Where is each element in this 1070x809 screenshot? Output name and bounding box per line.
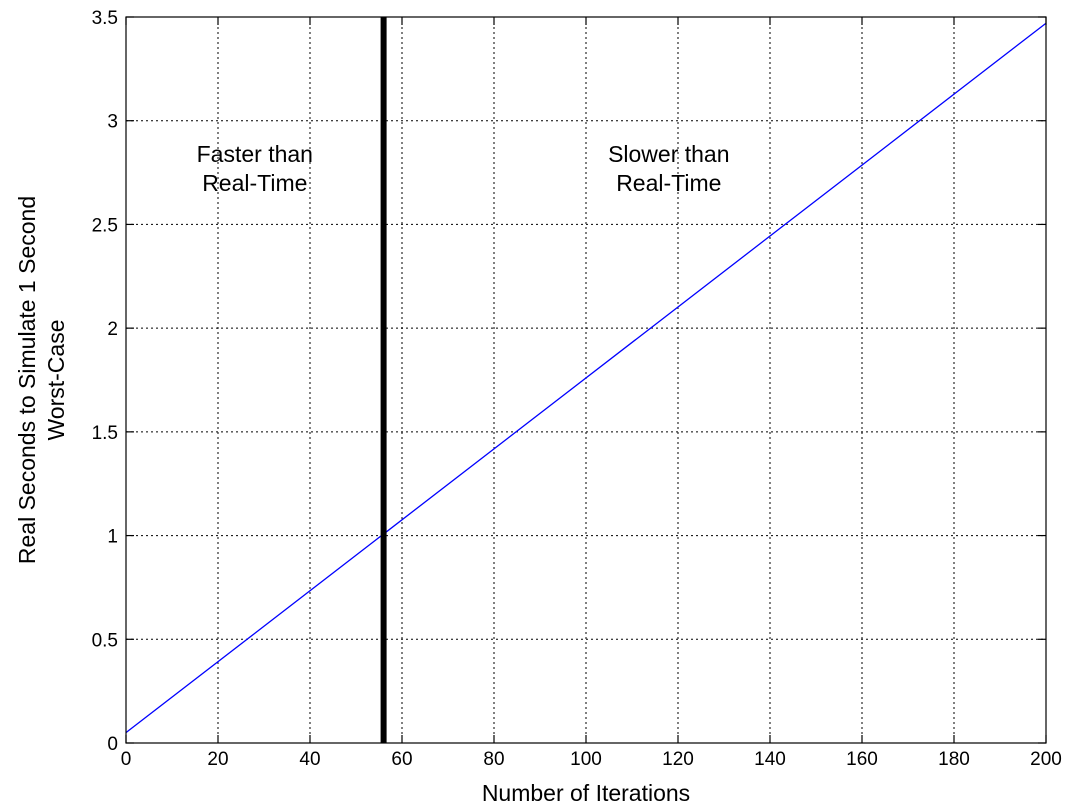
- annotation-text: Real-Time: [616, 170, 721, 196]
- x-tick-label: 160: [846, 749, 878, 770]
- y-tick-label: 3: [107, 112, 118, 133]
- x-tick-label: 140: [754, 749, 786, 770]
- y-tick-label: 1.5: [92, 423, 118, 444]
- x-tick-label: 120: [662, 749, 694, 770]
- series-line: [125, 22, 1047, 734]
- annotation-text: Faster than: [197, 141, 313, 167]
- x-tick-label: 80: [483, 749, 504, 770]
- x-tick-label: 180: [938, 749, 970, 770]
- plot-frame: [125, 16, 1047, 744]
- x-tick-label: 20: [207, 749, 228, 770]
- y-tick-label: 3.5: [92, 8, 118, 29]
- y-tick-label: 1: [107, 527, 118, 548]
- annotations: Faster than Real-Time Slower than Real-Time: [197, 141, 730, 196]
- y-axis-label-line2: Worst-Case: [43, 320, 69, 441]
- x-tick-label: 100: [570, 749, 602, 770]
- annotation-text: Real-Time: [202, 170, 307, 196]
- annotation-text: Slower than: [608, 141, 729, 167]
- ticks: 0 20 40 60 80 100 120 140 160 180 200 0 0.5 1 1.5 2 2.5 3…: [92, 8, 1062, 770]
- y-tick-label: 2.5: [92, 215, 118, 236]
- x-tick-label: 0: [121, 749, 132, 770]
- x-axis-label: Number of Iterations: [482, 780, 690, 806]
- y-tick-label: 2: [107, 319, 118, 340]
- y-tick-label: 0: [107, 734, 118, 755]
- y-tick-label: 0.5: [92, 630, 118, 651]
- x-tick-label: 200: [1030, 749, 1062, 770]
- y-axis-label-line1: Real Seconds to Simulate 1 Second: [14, 196, 40, 564]
- x-tick-label: 60: [391, 749, 412, 770]
- x-tick-label: 40: [299, 749, 320, 770]
- series-layer: [125, 22, 1047, 734]
- grid: [125, 16, 1047, 744]
